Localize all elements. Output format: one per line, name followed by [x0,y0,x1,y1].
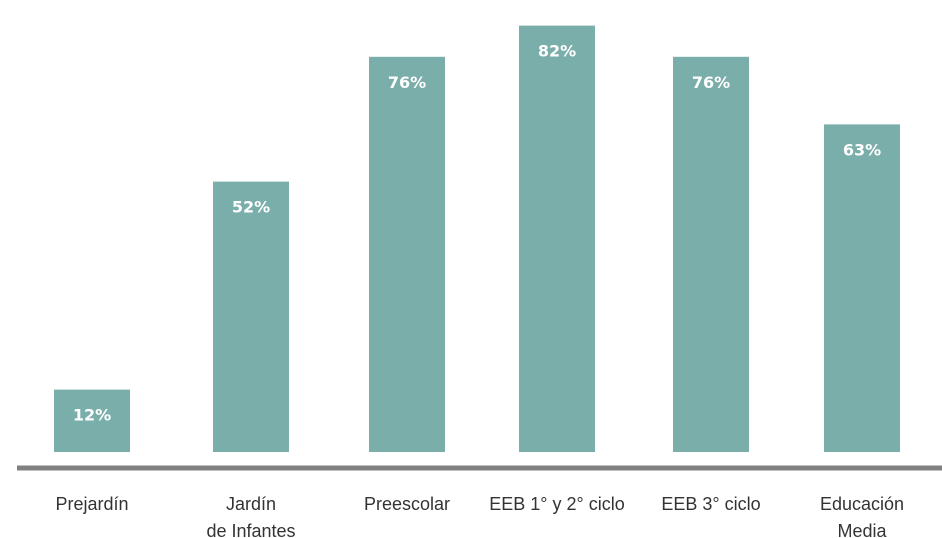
category-label-6-line-2: Media [837,521,887,538]
bar-2 [213,181,289,452]
data-label-1: 12% [73,406,111,425]
category-label-6-line-1: Educación [820,494,904,514]
bar-1 [54,389,130,452]
category-label-3: Preescolar [364,494,450,514]
bars-group [54,25,900,453]
category-label-5: EEB 3° ciclo [661,494,760,514]
category-labels-group: Prejardín Jardín de Infantes Preescolar EEB … [55,494,904,538]
category-label-2-line-2: de Infantes [206,521,295,538]
category-label-1: Prejardín [55,494,128,514]
bar-6 [824,124,900,453]
data-labels-group: 12% 52% 76% 82% 76% 63% [73,42,881,425]
bar-5 [673,56,749,453]
data-label-6: 63% [843,140,881,159]
category-label-4: EEB 1° y 2° ciclo [489,494,624,514]
bar-4 [519,25,595,452]
data-label-4: 82% [538,42,576,61]
category-label-2-line-1: Jardín [226,494,276,514]
data-label-2: 52% [232,198,270,217]
bar-3 [369,56,445,453]
data-label-5: 76% [692,73,730,92]
data-label-3: 76% [388,73,426,92]
